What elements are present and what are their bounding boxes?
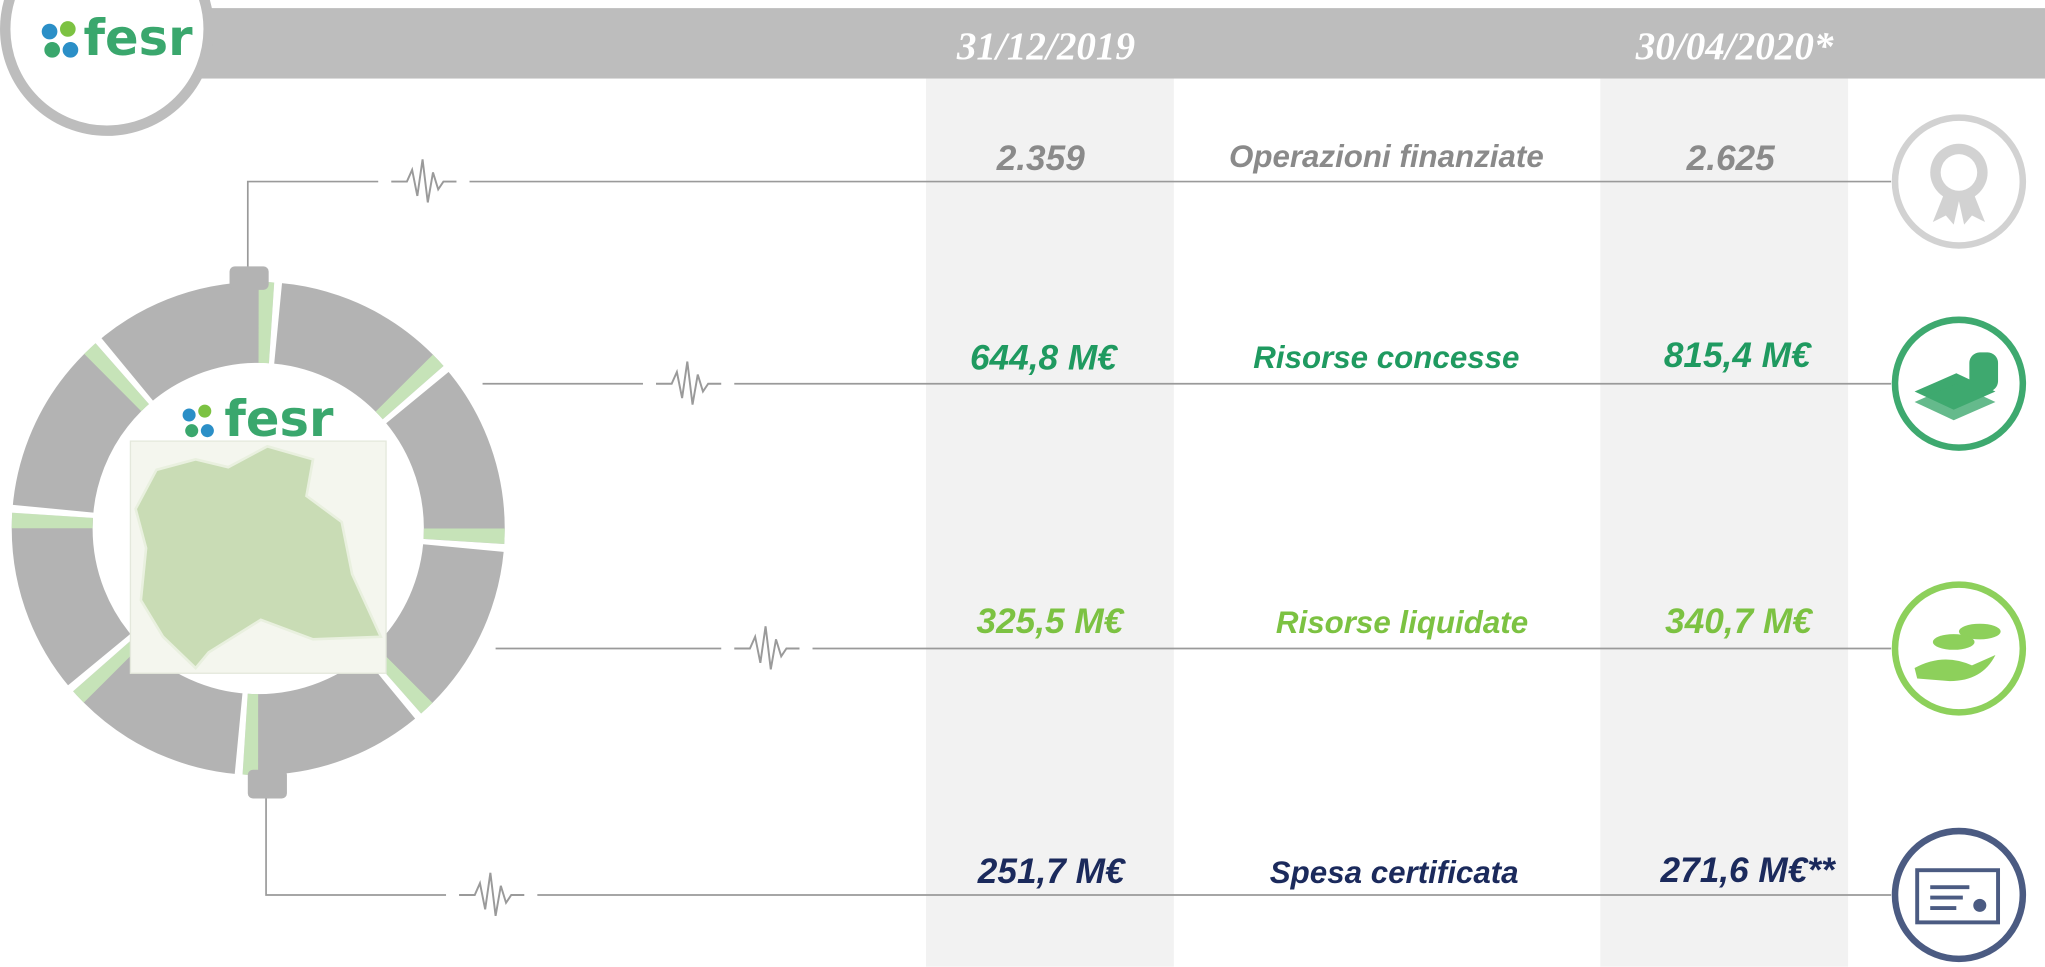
header-date: 30/04/2020* xyxy=(1635,25,1834,68)
column-bg xyxy=(925,78,1174,967)
wave-icons xyxy=(378,159,813,917)
logo-text: fesr xyxy=(224,390,334,448)
value-2020: 340,7 M€ xyxy=(1665,602,1813,641)
ring xyxy=(10,266,507,799)
header-bar xyxy=(195,8,2045,79)
header-date: 31/12/2019 xyxy=(956,25,1135,68)
value-2019: 644,8 M€ xyxy=(970,338,1118,377)
row-label: Risorse concesse xyxy=(1253,340,1519,375)
value-2019: 325,5 M€ xyxy=(976,602,1124,641)
award-icon xyxy=(1930,143,1988,225)
row-label: Spesa certificata xyxy=(1270,855,1519,890)
rows: 2.359 Operazioni finanziate 2.625 644,8 … xyxy=(970,139,1837,891)
value-2020: 815,4 M€ xyxy=(1664,336,1812,375)
coins-icon xyxy=(1914,623,2001,682)
value-2019: 251,7 M€ xyxy=(977,852,1126,891)
column-bg xyxy=(1600,78,1849,967)
value-2020: 2.625 xyxy=(1686,139,1776,178)
row-label: Risorse liquidate xyxy=(1276,605,1528,640)
value-2020: 271,6 M€** xyxy=(1660,851,1837,890)
connector xyxy=(265,798,1892,896)
certificate-icon xyxy=(1915,868,2001,925)
money-icon xyxy=(1914,352,1999,421)
logo-text: fesr xyxy=(83,9,193,67)
value-2019: 2.359 xyxy=(996,139,1086,178)
logo-mark xyxy=(41,21,79,58)
connector xyxy=(246,180,1892,275)
icon-circle xyxy=(1891,827,2027,963)
row-label: Operazioni finanziate xyxy=(1229,139,1544,174)
